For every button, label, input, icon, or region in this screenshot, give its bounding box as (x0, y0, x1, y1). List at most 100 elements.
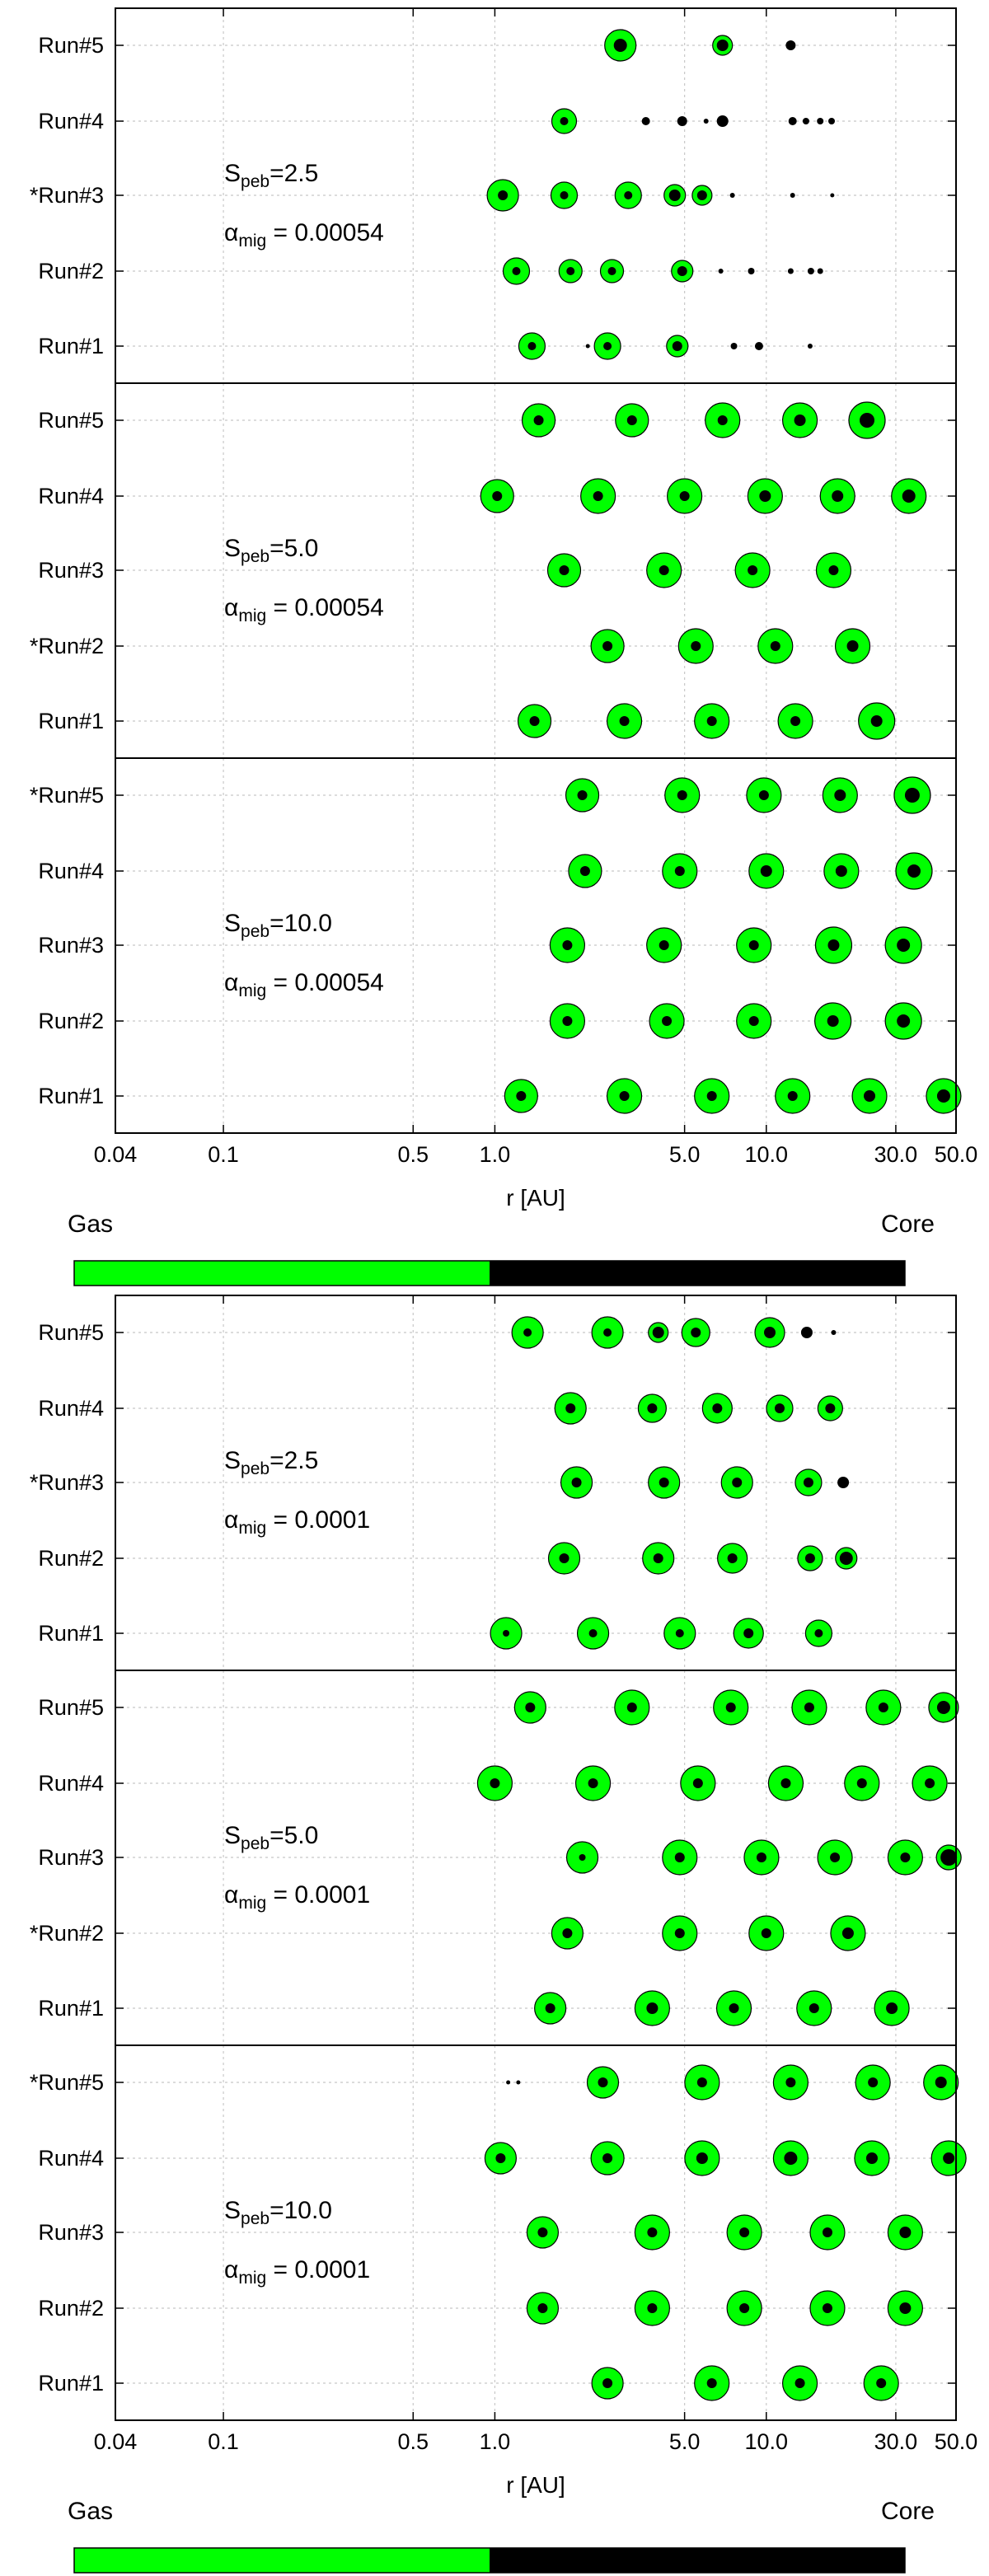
run-label: Run#5 (38, 408, 104, 433)
planet-core (743, 1628, 754, 1638)
colorbar-frame (73, 2547, 906, 2574)
x-tick-label: 1.0 (480, 1142, 511, 1167)
run-label: Run#1 (38, 334, 104, 358)
planet-core (729, 193, 735, 198)
run-label: Run#4 (38, 484, 104, 508)
planet-core (897, 939, 911, 952)
planet-core (571, 1478, 582, 1487)
x-tick-label: 0.5 (398, 1142, 429, 1167)
run-label: *Run#3 (30, 1470, 104, 1495)
planet-core (790, 193, 795, 198)
planet-core (652, 1327, 664, 1338)
planet-core (759, 490, 771, 502)
planet-core (739, 2303, 750, 2313)
planet-core (764, 1327, 776, 1338)
planet-core (784, 2152, 798, 2165)
planet-core (672, 341, 682, 351)
planet-core (732, 1478, 743, 1487)
planet-core (828, 565, 839, 575)
planet-core (817, 268, 823, 274)
x-tick-label: 10.0 (745, 2429, 789, 2454)
panel: Run#5 Run#4 *Run#3 Run#2 Run#1 Speb=2.5 αmig =… (30, 7, 957, 384)
planet-core (832, 490, 844, 502)
planet-core (677, 266, 687, 276)
chart-2: Run#5 Run#4 *Run#3 Run#2 Run#1 Speb=2.5 αmig =… (30, 1295, 978, 2574)
planet-core (659, 940, 669, 950)
planet-core (626, 1703, 637, 1712)
planet-core (902, 489, 916, 503)
x-tick-label: 0.1 (208, 2429, 239, 2454)
panel: *Run#5 Run#4 Run#3 Run#2 Run#1 Speb=10.0 αmig … (30, 757, 962, 1134)
planet-core (537, 2303, 548, 2313)
planet-core (800, 1327, 813, 1338)
planet-core (878, 1703, 888, 1712)
planet-core (780, 1778, 791, 1788)
colorbar-frame (73, 1260, 906, 1286)
x-tick-label: 50.0 (935, 2429, 978, 2454)
x-axis-label: r [AU] (506, 2472, 565, 2498)
planet-core (803, 1478, 813, 1487)
planet-core (868, 2077, 879, 2087)
planet-core (827, 939, 840, 951)
planet-core (706, 1091, 717, 1101)
planet-core (624, 191, 633, 199)
planet-core (598, 2077, 608, 2087)
run-label: Run#2 (38, 1546, 104, 1571)
planet-core (527, 342, 537, 350)
migration-parameter-label: αmig = 0.00054 (224, 969, 384, 1000)
planet-core (856, 1778, 867, 1788)
planet-core (696, 2077, 707, 2087)
planet-core (619, 716, 630, 726)
panel: Run#5 Run#4 Run#3 *Run#2 Run#1 Speb=5.0 αmig =… (30, 382, 957, 759)
pebble-parameter-label: Speb=2.5 (224, 1447, 318, 1478)
colorbar-core-segment (490, 2548, 905, 2573)
planet-core (943, 2152, 955, 2164)
chart-1: Run#5 Run#4 *Run#3 Run#2 Run#1 Speb=2.5 αmig =… (30, 7, 977, 1286)
run-label: Run#5 (38, 1320, 104, 1345)
planet-core (562, 1016, 573, 1026)
run-label: Run#5 (38, 1695, 104, 1720)
planet-core (703, 119, 709, 124)
run-label: Run#3 (38, 558, 104, 583)
planet-core (577, 790, 588, 800)
planet-core (607, 267, 616, 275)
planet-core (560, 191, 569, 199)
planet-core (579, 866, 590, 876)
planet-core (593, 491, 603, 501)
planet-core (802, 118, 809, 124)
planet-core (739, 2227, 750, 2237)
colorbar-gas-label: Gas (68, 1211, 113, 1238)
x-tick-label: 0.04 (94, 1142, 138, 1167)
planet-core (512, 267, 521, 275)
planet-core (790, 716, 801, 726)
planet-core (787, 1091, 798, 1101)
x-tick-label: 0.1 (208, 1142, 239, 1167)
pebble-parameter-label: Speb=5.0 (224, 1822, 318, 1853)
planet-core (756, 1852, 766, 1862)
planet-core (677, 116, 687, 126)
planet-core (662, 1016, 673, 1026)
x-tick-label: 30.0 (874, 2429, 918, 2454)
pebble-parameter-label: Speb=5.0 (224, 535, 318, 566)
planet-core (498, 190, 509, 200)
planet-core (691, 1328, 701, 1337)
panel: Run#5 Run#4 Run#3 *Run#2 Run#1 Speb=5.0 αmig =… (30, 1670, 962, 2046)
planet-core (804, 1703, 814, 1712)
planet-core (706, 716, 717, 726)
planet-core (712, 1403, 723, 1413)
planet-core (677, 790, 687, 800)
planet-core (691, 641, 701, 651)
panel: Run#5 Run#4 *Run#3 Run#2 Run#1 Speb=2.5 αmig =… (30, 1295, 957, 1671)
planet-core (653, 1553, 663, 1563)
migration-parameter-label: αmig = 0.0001 (224, 1881, 370, 1913)
planet-core (566, 267, 575, 275)
planet-core (809, 2003, 819, 2013)
migration-parameter-label: αmig = 0.00054 (224, 594, 384, 625)
planet-core (907, 864, 921, 878)
planet-core (846, 640, 859, 652)
planet-core (748, 940, 759, 950)
planet-core (770, 641, 780, 651)
planet-core (830, 193, 835, 198)
planet-core (794, 415, 806, 426)
planet-core (804, 1553, 815, 1563)
